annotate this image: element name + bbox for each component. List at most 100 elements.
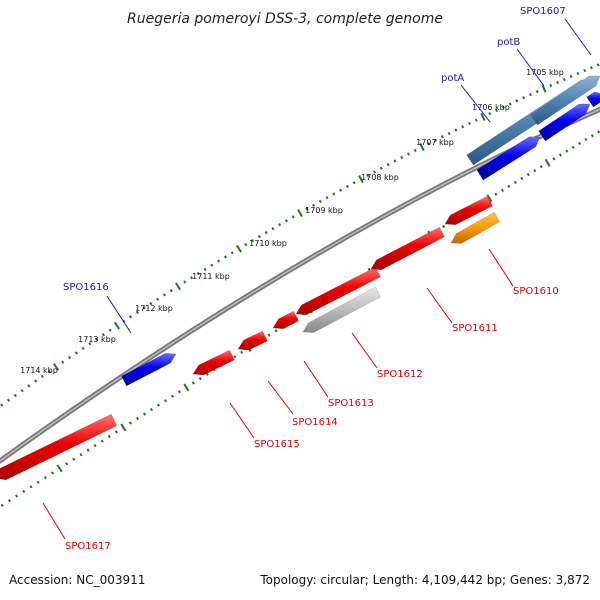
- gene-spo1611-arrow[interactable]: [295, 266, 381, 316]
- scale-tick: [480, 112, 486, 121]
- gene-spo1610-region-arrow[interactable]: [444, 195, 493, 226]
- scale-tick: [128, 315, 133, 319]
- scale-tick: [267, 333, 271, 337]
- scale-tick: [149, 301, 153, 306]
- gene-labels: SPO1607 potB potA SPO1610 SPO1611 SPO1612 SPO1…: [42, 6, 592, 552]
- scale-tick: [413, 148, 417, 153]
- scale-tick: [589, 66, 593, 70]
- scale-tick: [170, 394, 175, 398]
- scale-tick: [501, 105, 505, 109]
- scale-tick: [36, 480, 40, 484]
- scale-tick: [217, 259, 221, 263]
- scale-tick: [274, 329, 278, 333]
- scale-tick: [544, 158, 551, 167]
- gene-label-pota[interactable]: potA: [441, 73, 464, 84]
- gene-spo1615-arrow[interactable]: [192, 349, 235, 376]
- scale-tick: [541, 84, 547, 93]
- scale-tick: [47, 369, 51, 374]
- scale-tick: [198, 376, 202, 381]
- scale-tick: [312, 203, 316, 207]
- scale-tick: [297, 209, 303, 217]
- gene-spo1617-arrow[interactable]: [0, 413, 118, 481]
- gene-spo1616-arrow[interactable]: [121, 353, 177, 387]
- scale-tick: [13, 393, 17, 398]
- scale-tick: [56, 464, 63, 473]
- gene-label-spo1616[interactable]: SPO1616: [63, 282, 109, 293]
- gene-leader-line: [42, 502, 66, 540]
- scale-tick-label: 1706 kbp: [472, 103, 510, 112]
- gene-spo1613-arrow[interactable]: [272, 310, 299, 329]
- scale-tick: [400, 155, 404, 160]
- inner-scale-ticks: [0, 130, 600, 507]
- scale-tick: [440, 135, 444, 139]
- scale-tick: [233, 355, 237, 359]
- scale-tick: [50, 471, 55, 475]
- gene-spo1612-arrow[interactable]: [302, 286, 381, 333]
- scale-tick: [535, 89, 539, 94]
- scale-tick: [88, 342, 92, 346]
- gene-label-potb[interactable]: potB: [497, 37, 520, 48]
- scale-tick: [257, 234, 261, 239]
- scale-tick: [162, 293, 166, 297]
- scale-tick: [558, 153, 562, 157]
- gene-label-spo1612[interactable]: SPO1612: [377, 369, 423, 380]
- gene-label-spo1615[interactable]: SPO1615: [254, 439, 300, 450]
- map-title: Ruegeria pomeroyi DSS-3, complete genome: [127, 11, 443, 27]
- scale-tick: [556, 80, 560, 85]
- scale-tick: [120, 423, 127, 432]
- scale-tick: [100, 439, 104, 443]
- scale-tick-labels: 1705 kbp 1706 kbp 1707 kbp 1708 kbp 1709 kbp…: [20, 68, 564, 375]
- scale-tick: [0, 503, 4, 507]
- scale-tick-label: 1711 kbp: [192, 272, 230, 281]
- gene-label-spo1610[interactable]: SPO1610: [513, 286, 559, 297]
- scale-tick: [419, 143, 425, 152]
- scale-tick: [142, 306, 146, 310]
- scale-tick: [183, 383, 190, 392]
- gene-spo1611b-arrow[interactable]: [370, 226, 445, 270]
- scale-tick: [34, 379, 38, 383]
- scale-tick: [163, 399, 168, 403]
- scale-tick: [305, 207, 309, 211]
- gene-label-spo1611[interactable]: SPO1611: [452, 323, 498, 334]
- scale-tick: [507, 184, 511, 189]
- gene-leader-line: [488, 248, 514, 287]
- scale-tick: [244, 243, 248, 247]
- scale-tick: [135, 416, 140, 421]
- scale-tick: [278, 223, 282, 227]
- gene-spo1614-arrow[interactable]: [237, 330, 268, 351]
- scale-tick: [230, 251, 234, 255]
- scale-tick: [149, 407, 154, 412]
- gene-forward-arrow[interactable]: [538, 103, 591, 142]
- scale-tick: [528, 93, 532, 97]
- scale-tick: [205, 372, 209, 376]
- scale-tick: [183, 280, 187, 284]
- scale-tick: [114, 430, 118, 434]
- scale-tick: [562, 77, 566, 82]
- gene-potB-operon-arrow[interactable]: [530, 75, 600, 126]
- outer-scale-ticks: [0, 63, 600, 407]
- scale-tick: [135, 310, 139, 314]
- gene-label-spo1617[interactable]: SPO1617: [65, 541, 111, 552]
- scale-tick: [236, 244, 242, 253]
- scale-tick: [29, 485, 33, 489]
- scale-tick: [500, 188, 504, 193]
- gene-label-spo1613[interactable]: SPO1613: [328, 398, 374, 409]
- scale-tick: [61, 360, 65, 364]
- gene-label-spo1614[interactable]: SPO1614: [292, 417, 338, 428]
- scale-tick: [284, 219, 288, 223]
- scale-tick: [578, 141, 582, 146]
- scale-tick: [190, 276, 194, 280]
- scale-tick: [386, 163, 390, 167]
- scale-tick: [515, 99, 519, 103]
- scale-tick: [169, 288, 173, 293]
- scale-tick: [156, 403, 161, 407]
- gene-forward-arrow[interactable]: [476, 136, 541, 181]
- scale-tick: [332, 192, 336, 196]
- gene-spo1610-arrow[interactable]: [450, 211, 501, 244]
- gene-label-spo1607[interactable]: SPO1607: [520, 6, 566, 17]
- scale-tick: [67, 355, 72, 360]
- gene-leader-line: [426, 287, 453, 324]
- gene-leader-line: [516, 48, 545, 87]
- scale-tick: [597, 130, 600, 134]
- scale-tick: [7, 499, 11, 503]
